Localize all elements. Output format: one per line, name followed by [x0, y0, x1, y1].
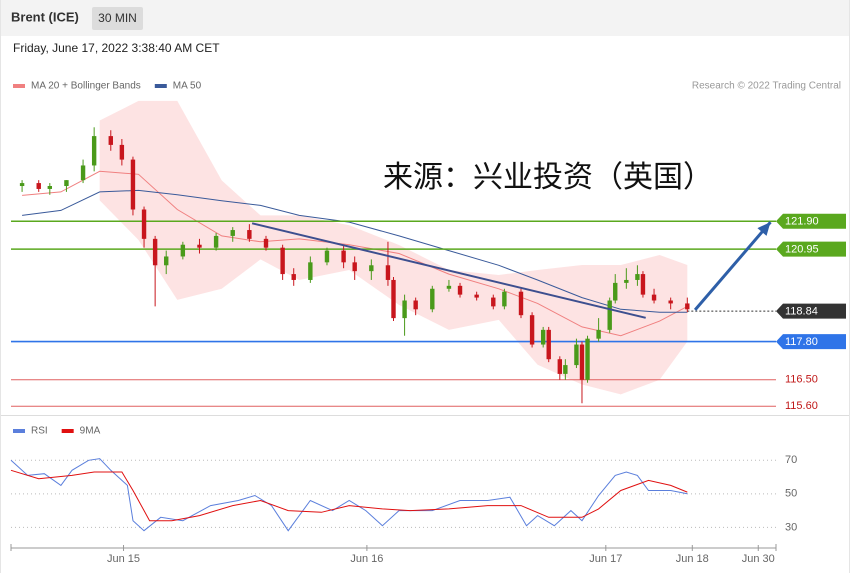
- timeframe[interactable]: 30 MIN: [98, 11, 137, 25]
- candle-body: [502, 291, 507, 307]
- trendline: [251, 222, 646, 319]
- legend-label: RSI: [31, 426, 48, 437]
- level-label: 117.80: [785, 336, 818, 348]
- candle-body: [402, 300, 407, 319]
- candle-body: [230, 230, 235, 236]
- level-label: 115.60: [785, 400, 818, 412]
- candle-body: [180, 244, 186, 257]
- level-tag: [776, 303, 846, 319]
- candle-body: [341, 250, 346, 263]
- candle-body: [540, 329, 546, 345]
- timestamp: Friday, June 17, 2022 3:38:40 AM CET: [13, 41, 220, 55]
- candle-body: [247, 230, 252, 239]
- candle-body: [64, 180, 69, 187]
- watermark: 来源：兴业投资（英国）: [383, 161, 713, 194]
- candle-body: [119, 144, 125, 160]
- y-tick-label: 30: [785, 521, 797, 533]
- x-tick-label: Jun 18: [676, 553, 709, 565]
- level-label: 116.50: [785, 374, 818, 386]
- candle-body: [36, 183, 41, 189]
- candle-body: [585, 338, 590, 380]
- candle-body: [624, 279, 629, 283]
- legend-swatch: [13, 429, 25, 433]
- level-label: 120.95: [785, 244, 819, 256]
- candle-body: [563, 365, 568, 374]
- candle-body: [369, 265, 374, 272]
- timeframe-box[interactable]: [92, 7, 143, 30]
- rsi-line: [10, 458, 688, 532]
- candle-body: [280, 247, 285, 275]
- legend-label: MA 20 + Bollinger Bands: [31, 81, 141, 92]
- candle-body: [635, 274, 640, 280]
- ma-line: [22, 189, 688, 313]
- legend-label: MA 50: [173, 81, 202, 92]
- legend-swatch: [154, 84, 167, 88]
- candle-body: [557, 359, 563, 374]
- candle-body: [574, 344, 579, 366]
- candle-body: [668, 300, 673, 304]
- candle-body: [47, 186, 53, 189]
- candle-body: [518, 291, 524, 316]
- candle-body: [324, 250, 330, 263]
- level-tag: [776, 213, 846, 229]
- legend-swatch: [61, 429, 74, 433]
- instrument-title: Brent (ICE): [11, 9, 79, 24]
- candle-body: [430, 288, 435, 310]
- candle-body: [491, 297, 496, 307]
- candle-body: [197, 244, 202, 248]
- candle-body: [640, 274, 646, 295]
- candle-body: [263, 238, 269, 248]
- candle-body: [474, 294, 479, 298]
- candle-body: [613, 282, 618, 301]
- level-label: 118.84: [785, 305, 818, 317]
- candle-body: [291, 274, 296, 280]
- candle-body: [352, 262, 357, 272]
- x-tick-label: Jun 15: [107, 553, 140, 565]
- candle-body: [446, 285, 452, 289]
- x-tick-label: Jun 17: [589, 553, 622, 565]
- candle-body: [457, 285, 463, 295]
- candle-body: [80, 165, 86, 181]
- candle-body: [385, 265, 391, 280]
- candle-body: [213, 235, 219, 248]
- candle-body: [546, 329, 551, 360]
- y-tick-label: 70: [785, 454, 797, 466]
- legend-label: 9MA: [80, 426, 101, 437]
- level-tag: [776, 334, 846, 350]
- candle-body: [651, 294, 657, 301]
- level-tag: [776, 241, 846, 257]
- trendline: [693, 221, 772, 311]
- candle-body: [685, 303, 690, 310]
- y-tick-label: 50: [785, 488, 797, 500]
- rsi-line: [10, 469, 688, 522]
- candle-body: [141, 209, 147, 239]
- candle-body: [164, 256, 169, 266]
- candle-body: [579, 344, 585, 380]
- candle-body: [413, 300, 418, 310]
- x-tick-label: Jun 30: [742, 553, 775, 565]
- candle-body: [391, 279, 396, 319]
- candle-body: [108, 136, 113, 145]
- candle-body: [91, 136, 97, 166]
- candle-body: [596, 329, 601, 339]
- candle-body: [130, 159, 136, 210]
- candle-body: [152, 238, 158, 266]
- ma-line: [22, 170, 688, 337]
- bollinger-band: [99, 100, 688, 395]
- candle-body: [529, 315, 535, 345]
- candle-body: [308, 262, 313, 280]
- arrow-head: [757, 222, 771, 236]
- legend-swatch: [13, 84, 25, 88]
- candle-body: [607, 300, 612, 330]
- level-label: 121.90: [785, 216, 819, 228]
- x-tick-label: Jun 16: [350, 553, 383, 565]
- credit: Research © 2022 Trading Central: [692, 81, 841, 92]
- candle-body: [19, 183, 25, 187]
